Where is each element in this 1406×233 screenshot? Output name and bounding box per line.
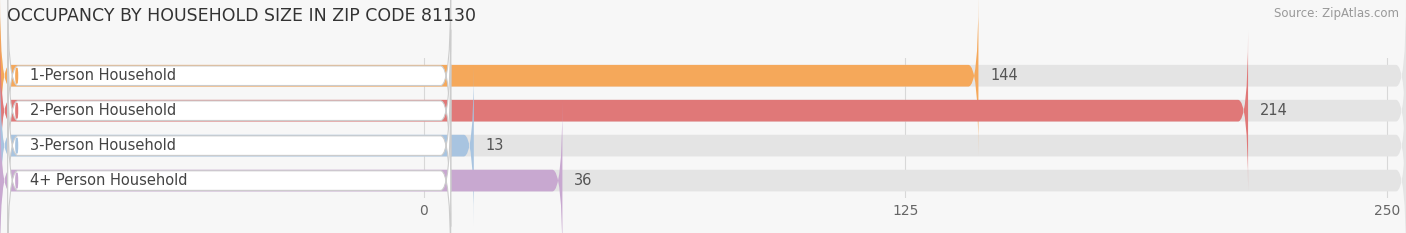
Text: 3-Person Household: 3-Person Household	[30, 138, 176, 153]
FancyBboxPatch shape	[0, 31, 1249, 191]
FancyBboxPatch shape	[0, 100, 562, 233]
FancyBboxPatch shape	[7, 65, 451, 227]
Circle shape	[15, 68, 17, 83]
FancyBboxPatch shape	[0, 66, 1406, 226]
Text: 144: 144	[990, 68, 1018, 83]
FancyBboxPatch shape	[7, 30, 451, 192]
Text: 2-Person Household: 2-Person Household	[30, 103, 176, 118]
Text: 36: 36	[574, 173, 592, 188]
Text: 13: 13	[485, 138, 503, 153]
Text: Source: ZipAtlas.com: Source: ZipAtlas.com	[1274, 7, 1399, 20]
Text: OCCUPANCY BY HOUSEHOLD SIZE IN ZIP CODE 81130: OCCUPANCY BY HOUSEHOLD SIZE IN ZIP CODE …	[7, 7, 477, 25]
FancyBboxPatch shape	[7, 0, 451, 157]
Text: 1-Person Household: 1-Person Household	[30, 68, 176, 83]
Circle shape	[15, 103, 17, 118]
FancyBboxPatch shape	[0, 0, 979, 156]
FancyBboxPatch shape	[0, 31, 1406, 191]
FancyBboxPatch shape	[7, 99, 451, 233]
FancyBboxPatch shape	[0, 66, 474, 226]
FancyBboxPatch shape	[0, 100, 1406, 233]
Circle shape	[15, 138, 17, 153]
FancyBboxPatch shape	[0, 0, 1406, 156]
Circle shape	[15, 173, 17, 188]
Text: 4+ Person Household: 4+ Person Household	[30, 173, 187, 188]
Text: 214: 214	[1260, 103, 1288, 118]
